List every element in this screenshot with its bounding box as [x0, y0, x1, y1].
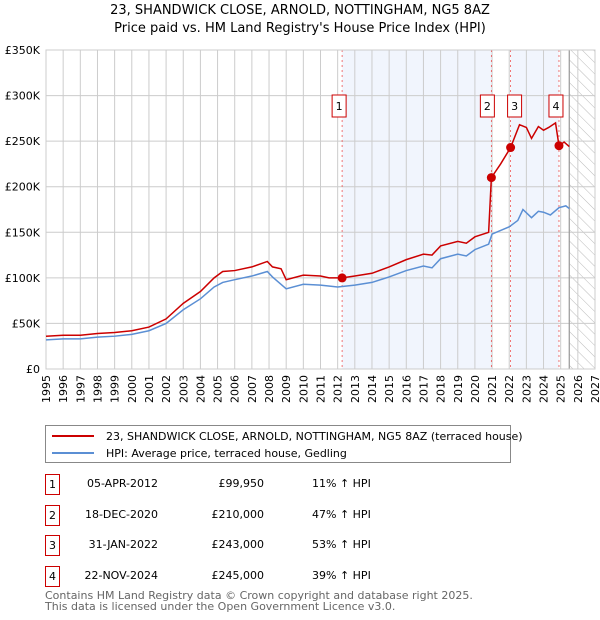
sale-point — [486, 173, 496, 183]
legend-item-property: 23, SHANDWICK CLOSE, ARNOLD, NOTTINGHAM,… — [46, 428, 523, 444]
sale-date: 18-DEC-2020 — [84, 507, 158, 521]
y-tick-label: £250K — [5, 135, 41, 148]
x-tick-label: 2010 — [297, 375, 310, 403]
y-tick-label: £200K — [5, 181, 41, 194]
x-tick-label: 2009 — [280, 375, 293, 403]
x-tick-label: 2016 — [400, 375, 413, 403]
sale-hpi-change: 53% ↑ HPI — [312, 538, 371, 551]
chart-plot: 1995 1996 1997 1998 1999 2000 2001 2002 2003 2004… — [5, 44, 600, 403]
y-tick-label: £0 — [26, 363, 40, 376]
x-tick-label: 2005 — [212, 375, 225, 403]
y-tick-label: £350K — [5, 44, 41, 57]
x-tick-label: 2020 — [469, 375, 482, 403]
sale-number: 3 — [45, 535, 60, 556]
x-tick-label: 2026 — [572, 375, 585, 403]
sale-price: £210,000 — [211, 507, 265, 521]
x-tick-label: 2015 — [383, 375, 396, 403]
chart-title: 23, SHANDWICK CLOSE, ARNOLD, NOTTINGHAM,… — [110, 3, 490, 18]
sale-row: 1 05-APR-2012 £99,950 11% ↑ HPI — [45, 474, 465, 495]
sale-row: 2 18-DEC-2020 £210,000 47% ↑ HPI — [45, 504, 465, 526]
sale-row: 3 31-JAN-2022 £243,000 53% ↑ HPI — [45, 535, 465, 556]
sale-hpi-change: 47% ↑ HPI — [312, 507, 371, 521]
x-tick-label: 2019 — [452, 375, 465, 403]
sale-hpi-change: 39% ↑ HPI — [312, 568, 371, 582]
sale-number: 4 — [45, 565, 60, 587]
sale-label: 4 — [552, 100, 559, 113]
sale-price: £99,950 — [218, 477, 265, 490]
sale-point — [554, 141, 564, 151]
footer-copyright: Contains HM Land Registry data © Crown c… — [45, 589, 473, 602]
x-tick-label: 2002 — [160, 375, 173, 403]
y-tick-label: £50K — [12, 317, 41, 330]
legend-item-hpi: HPI: Average price, terraced house, Gedl… — [46, 445, 347, 461]
legend-swatch — [52, 435, 94, 437]
chart-subtitle: Price paid vs. HM Land Registry's House … — [114, 21, 486, 36]
y-tick-label: £100K — [5, 272, 41, 285]
sale-row: 4 22-NOV-2024 £245,000 39% ↑ HPI — [45, 565, 465, 587]
x-tick-label: 2006 — [229, 375, 242, 403]
sale-label-box — [331, 94, 347, 118]
sale-date: 22-NOV-2024 — [84, 568, 158, 582]
x-tick-label: 2025 — [555, 375, 568, 403]
series-line — [45, 205, 570, 341]
sale-label: 3 — [511, 100, 518, 113]
x-tick-label: 2022 — [503, 375, 516, 403]
x-tick-label: 2017 — [417, 375, 430, 403]
x-tick-label: 2003 — [177, 375, 190, 403]
x-tick-label: 2013 — [349, 375, 362, 403]
x-tick-label: 2001 — [143, 375, 156, 403]
x-tick-label: 2007 — [246, 375, 259, 403]
sale-label-box — [507, 94, 523, 118]
sale-date: 31-JAN-2022 — [88, 538, 158, 551]
sale-hpi-change: 11% ↑ HPI — [312, 477, 371, 490]
x-tick-label: 2004 — [194, 375, 207, 403]
sale-label: 2 — [484, 100, 491, 113]
sale-number: 1 — [45, 474, 60, 495]
sale-label: 1 — [336, 100, 343, 113]
x-tick-label: 2008 — [263, 375, 276, 403]
sale-point — [337, 273, 347, 283]
x-tick-label: 1997 — [74, 375, 87, 403]
footer-licence: This data is licensed under the Open Gov… — [45, 600, 396, 613]
sale-price: £243,000 — [211, 538, 265, 551]
shaded-region — [342, 50, 492, 369]
y-tick-label: £150K — [5, 226, 41, 239]
x-tick-label: 2018 — [435, 375, 448, 403]
legend-label: 23, SHANDWICK CLOSE, ARNOLD, NOTTINGHAM,… — [106, 429, 523, 443]
x-tick-label: 2021 — [486, 375, 499, 403]
sale-number: 2 — [45, 504, 60, 526]
x-tick-label: 1995 — [40, 375, 53, 403]
x-tick-label: 2024 — [538, 375, 551, 403]
plot-border — [45, 49, 596, 370]
sale-point — [506, 143, 516, 153]
x-tick-label: 1996 — [57, 375, 70, 403]
x-tick-label: 2027 — [589, 375, 600, 403]
x-tick-label: 2011 — [315, 375, 328, 403]
sale-date: 05-APR-2012 — [86, 477, 158, 490]
legend-label: HPI: Average price, terraced house, Gedl… — [106, 446, 347, 460]
sale-label-box — [479, 94, 495, 118]
sale-price: £245,000 — [211, 568, 265, 582]
x-tick-label: 1998 — [91, 375, 104, 403]
x-tick-label: 2023 — [520, 375, 533, 403]
series-line — [45, 121, 570, 337]
forecast-hatch — [569, 50, 595, 369]
sale-label-box — [548, 94, 564, 118]
y-tick-label: £300K — [5, 90, 41, 103]
x-tick-label: 1999 — [109, 375, 122, 403]
x-tick-label: 2000 — [126, 375, 139, 403]
x-tick-label: 2014 — [366, 375, 379, 403]
x-tick-label: 2012 — [332, 375, 345, 403]
legend: 23, SHANDWICK CLOSE, ARNOLD, NOTTINGHAM,… — [45, 425, 523, 463]
legend-swatch — [52, 452, 94, 454]
